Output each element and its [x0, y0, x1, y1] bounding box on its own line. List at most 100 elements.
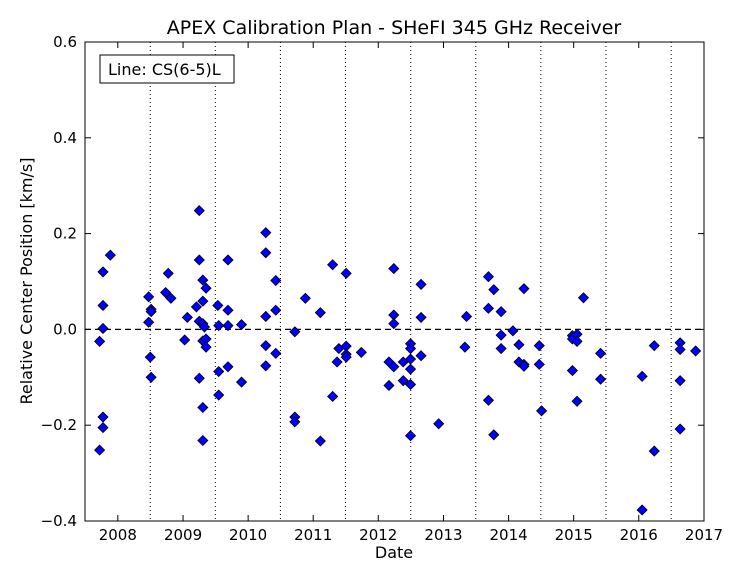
data-point-118 [674, 343, 686, 356]
data-point-25 [197, 295, 209, 307]
data-point-38 [222, 254, 234, 266]
x-tick-label-9: 2017 [685, 526, 723, 544]
x-tick-label-0: 2008 [99, 526, 137, 544]
legend-text: Line: CS(6-5)L [108, 60, 221, 79]
data-point-96 [513, 339, 525, 351]
data-point-80 [404, 430, 417, 442]
data-point-46 [260, 310, 272, 323]
data-point-65 [340, 351, 352, 363]
data-point-31 [200, 282, 212, 294]
data-point-40 [222, 320, 234, 332]
data-point-94 [495, 342, 507, 355]
data-point-39 [222, 304, 234, 316]
data-point-101 [533, 340, 545, 352]
data-point-24 [197, 274, 209, 286]
data-points [94, 205, 702, 516]
data-point-92 [495, 306, 507, 318]
y-tick-label-5: 0.6 [53, 33, 77, 51]
axis-ticks: −0.4 −0.2 0.0 0.2 0.4 0.6 2008 2009 2010 2011 2012… [41, 33, 724, 544]
data-point-71 [388, 318, 400, 330]
data-point-115 [648, 340, 660, 352]
x-tick-label-6: 2014 [490, 526, 528, 544]
data-point-47 [260, 340, 272, 352]
data-point-91 [488, 429, 500, 441]
data-point-108 [571, 335, 583, 347]
legend-box: Line: CS(6-5)L [99, 54, 235, 84]
data-point-8 [143, 291, 155, 303]
data-point-23 [193, 372, 205, 384]
data-point-45 [260, 247, 272, 259]
data-point-0 [94, 335, 106, 347]
data-point-74 [397, 375, 409, 387]
data-point-81 [415, 278, 427, 290]
data-point-103 [536, 405, 548, 417]
data-point-56 [314, 307, 326, 319]
data-point-116 [648, 445, 660, 457]
data-point-78 [404, 363, 417, 375]
data-point-4 [97, 322, 109, 335]
data-point-18 [181, 311, 193, 323]
data-point-113 [636, 370, 648, 382]
x-tick-label-7: 2015 [555, 526, 593, 544]
data-point-37 [213, 389, 225, 401]
data-point-89 [482, 394, 495, 406]
data-point-57 [314, 435, 326, 447]
data-point-82 [415, 311, 427, 323]
data-point-79 [404, 378, 417, 391]
data-point-16 [165, 292, 177, 304]
data-point-93 [495, 329, 507, 341]
data-point-2 [97, 266, 109, 278]
data-point-1 [94, 444, 106, 456]
data-point-14 [160, 286, 172, 299]
x-tick-label-8: 2016 [620, 526, 658, 544]
data-point-52 [289, 326, 301, 338]
data-point-12 [145, 306, 157, 318]
data-point-15 [162, 267, 174, 279]
data-point-29 [197, 434, 209, 447]
data-point-9 [143, 316, 155, 328]
data-point-98 [518, 283, 530, 295]
data-point-48 [260, 360, 272, 372]
plot-frame [84, 41, 705, 522]
x-tick-label-5: 2013 [424, 526, 462, 544]
x-tick-label-3: 2011 [294, 526, 332, 544]
data-point-72 [388, 361, 400, 373]
data-point-50 [270, 304, 282, 316]
data-point-33 [200, 341, 212, 353]
data-point-110 [577, 292, 590, 304]
y-tick-label-2: 0.0 [53, 320, 77, 338]
data-point-54 [289, 416, 301, 428]
data-point-19 [190, 301, 202, 313]
data-point-3 [97, 299, 109, 312]
data-point-62 [340, 267, 352, 279]
data-point-21 [193, 254, 205, 266]
data-point-90 [488, 284, 500, 296]
data-point-69 [388, 263, 400, 275]
data-point-28 [197, 401, 209, 414]
data-point-6 [97, 422, 109, 434]
data-point-42 [235, 319, 248, 331]
data-point-66 [355, 346, 367, 358]
data-point-83 [415, 350, 427, 362]
data-point-55 [299, 292, 311, 304]
data-point-106 [566, 365, 578, 377]
y-tick-label-0: −0.4 [41, 512, 77, 530]
data-point-7 [104, 249, 116, 261]
data-point-30 [198, 321, 211, 333]
data-point-44 [260, 227, 272, 239]
data-point-100 [518, 360, 530, 372]
data-point-60 [331, 356, 343, 368]
data-point-41 [222, 361, 234, 373]
data-point-84 [433, 418, 445, 430]
data-point-17 [179, 334, 191, 346]
data-point-20 [193, 205, 205, 217]
data-point-120 [674, 423, 686, 435]
data-point-114 [636, 504, 648, 516]
x-tick-label-4: 2012 [359, 526, 397, 544]
y-axis-label: Relative Center Position [km/s] [17, 158, 36, 405]
data-point-49 [270, 274, 282, 287]
x-axis-label: Date [375, 543, 413, 562]
data-point-95 [507, 325, 519, 337]
